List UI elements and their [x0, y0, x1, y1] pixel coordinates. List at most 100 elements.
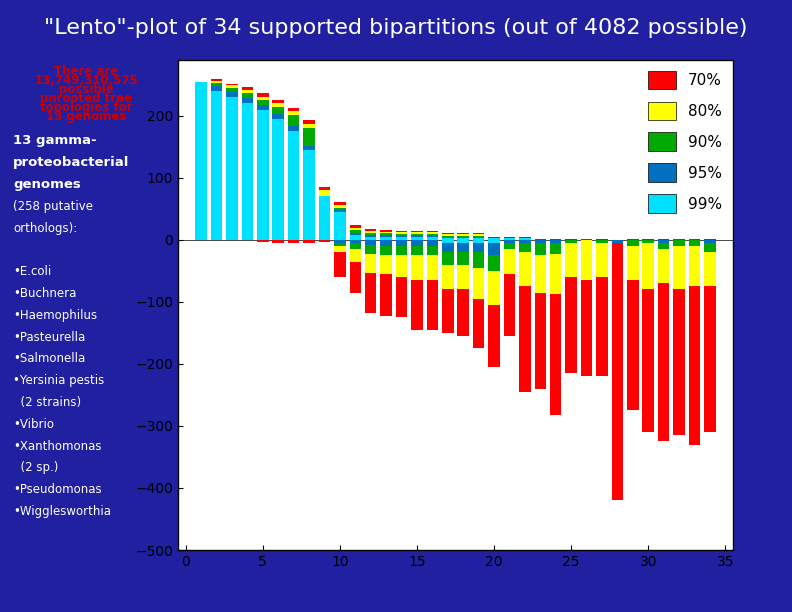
- Bar: [334, 246, 345, 252]
- Bar: [611, 240, 623, 243]
- Bar: [272, 114, 284, 119]
- Text: There are: There are: [55, 65, 119, 78]
- Bar: [519, 240, 531, 243]
- Bar: [673, 239, 685, 240]
- Bar: [365, 233, 376, 235]
- Bar: [519, 243, 531, 252]
- Bar: [442, 237, 454, 238]
- Bar: [318, 196, 330, 240]
- Bar: [365, 245, 376, 254]
- Bar: [596, 243, 607, 277]
- Text: •Vibrio: •Vibrio: [13, 418, 54, 431]
- Bar: [550, 294, 562, 416]
- Bar: [581, 239, 592, 240]
- Bar: [349, 230, 361, 233]
- Bar: [458, 252, 469, 264]
- Bar: [380, 233, 392, 235]
- Bar: [642, 240, 654, 243]
- Bar: [427, 246, 438, 255]
- Bar: [442, 243, 454, 252]
- Bar: [673, 289, 685, 435]
- Bar: [504, 274, 516, 336]
- Bar: [658, 283, 669, 441]
- Bar: [689, 240, 700, 246]
- Bar: [257, 94, 268, 97]
- Bar: [227, 92, 238, 97]
- Bar: [211, 81, 223, 83]
- Bar: [642, 239, 654, 240]
- Bar: [349, 243, 361, 249]
- Bar: [365, 230, 376, 231]
- Bar: [349, 235, 361, 240]
- Bar: [349, 240, 361, 243]
- Bar: [365, 240, 376, 245]
- Bar: [380, 235, 392, 237]
- Bar: [488, 238, 500, 240]
- Bar: [458, 236, 469, 237]
- Bar: [380, 246, 392, 255]
- Bar: [565, 243, 577, 277]
- Bar: [458, 234, 469, 236]
- Bar: [504, 238, 516, 240]
- Bar: [380, 230, 392, 232]
- Bar: [504, 243, 516, 249]
- Text: 13 gamma-: 13 gamma-: [13, 135, 97, 147]
- Bar: [227, 84, 238, 86]
- Bar: [334, 208, 345, 210]
- Bar: [473, 268, 485, 299]
- Text: topologies for: topologies for: [40, 101, 133, 114]
- Bar: [689, 286, 700, 444]
- Bar: [689, 239, 700, 240]
- Bar: [257, 240, 268, 242]
- Bar: [488, 305, 500, 367]
- Text: (258 putative: (258 putative: [13, 200, 93, 213]
- Bar: [365, 254, 376, 273]
- Bar: [504, 249, 516, 274]
- Text: genomes: genomes: [13, 178, 81, 191]
- Bar: [550, 240, 562, 243]
- Text: •Buchnera: •Buchnera: [13, 287, 77, 300]
- Bar: [427, 233, 438, 234]
- Bar: [427, 255, 438, 280]
- Bar: [519, 286, 531, 392]
- Bar: [380, 255, 392, 274]
- Bar: [287, 111, 299, 115]
- Bar: [627, 246, 638, 280]
- Bar: [411, 237, 423, 240]
- Text: •Pseudomonas: •Pseudomonas: [13, 483, 102, 496]
- Bar: [411, 255, 423, 280]
- Bar: [334, 240, 345, 243]
- Bar: [519, 238, 531, 240]
- Bar: [550, 243, 562, 254]
- Bar: [303, 240, 315, 243]
- Bar: [411, 280, 423, 330]
- Bar: [427, 240, 438, 246]
- Bar: [334, 202, 345, 205]
- Bar: [550, 254, 562, 294]
- Bar: [211, 83, 223, 86]
- Bar: [427, 236, 438, 237]
- Bar: [596, 277, 607, 376]
- Bar: [396, 246, 407, 255]
- Bar: [473, 237, 485, 238]
- Bar: [473, 243, 485, 252]
- Bar: [365, 273, 376, 313]
- Bar: [396, 255, 407, 277]
- Bar: [673, 240, 685, 246]
- Bar: [257, 100, 268, 105]
- Bar: [504, 240, 516, 243]
- Text: •Xanthomonas: •Xanthomonas: [13, 439, 101, 452]
- Bar: [596, 239, 607, 240]
- Bar: [227, 88, 238, 92]
- Bar: [473, 238, 485, 240]
- Bar: [442, 238, 454, 240]
- Bar: [550, 239, 562, 240]
- Bar: [396, 234, 407, 236]
- Bar: [442, 264, 454, 289]
- Bar: [458, 289, 469, 336]
- Bar: [334, 252, 345, 277]
- Bar: [318, 187, 330, 190]
- Bar: [303, 146, 315, 150]
- Bar: [272, 103, 284, 106]
- Bar: [442, 252, 454, 264]
